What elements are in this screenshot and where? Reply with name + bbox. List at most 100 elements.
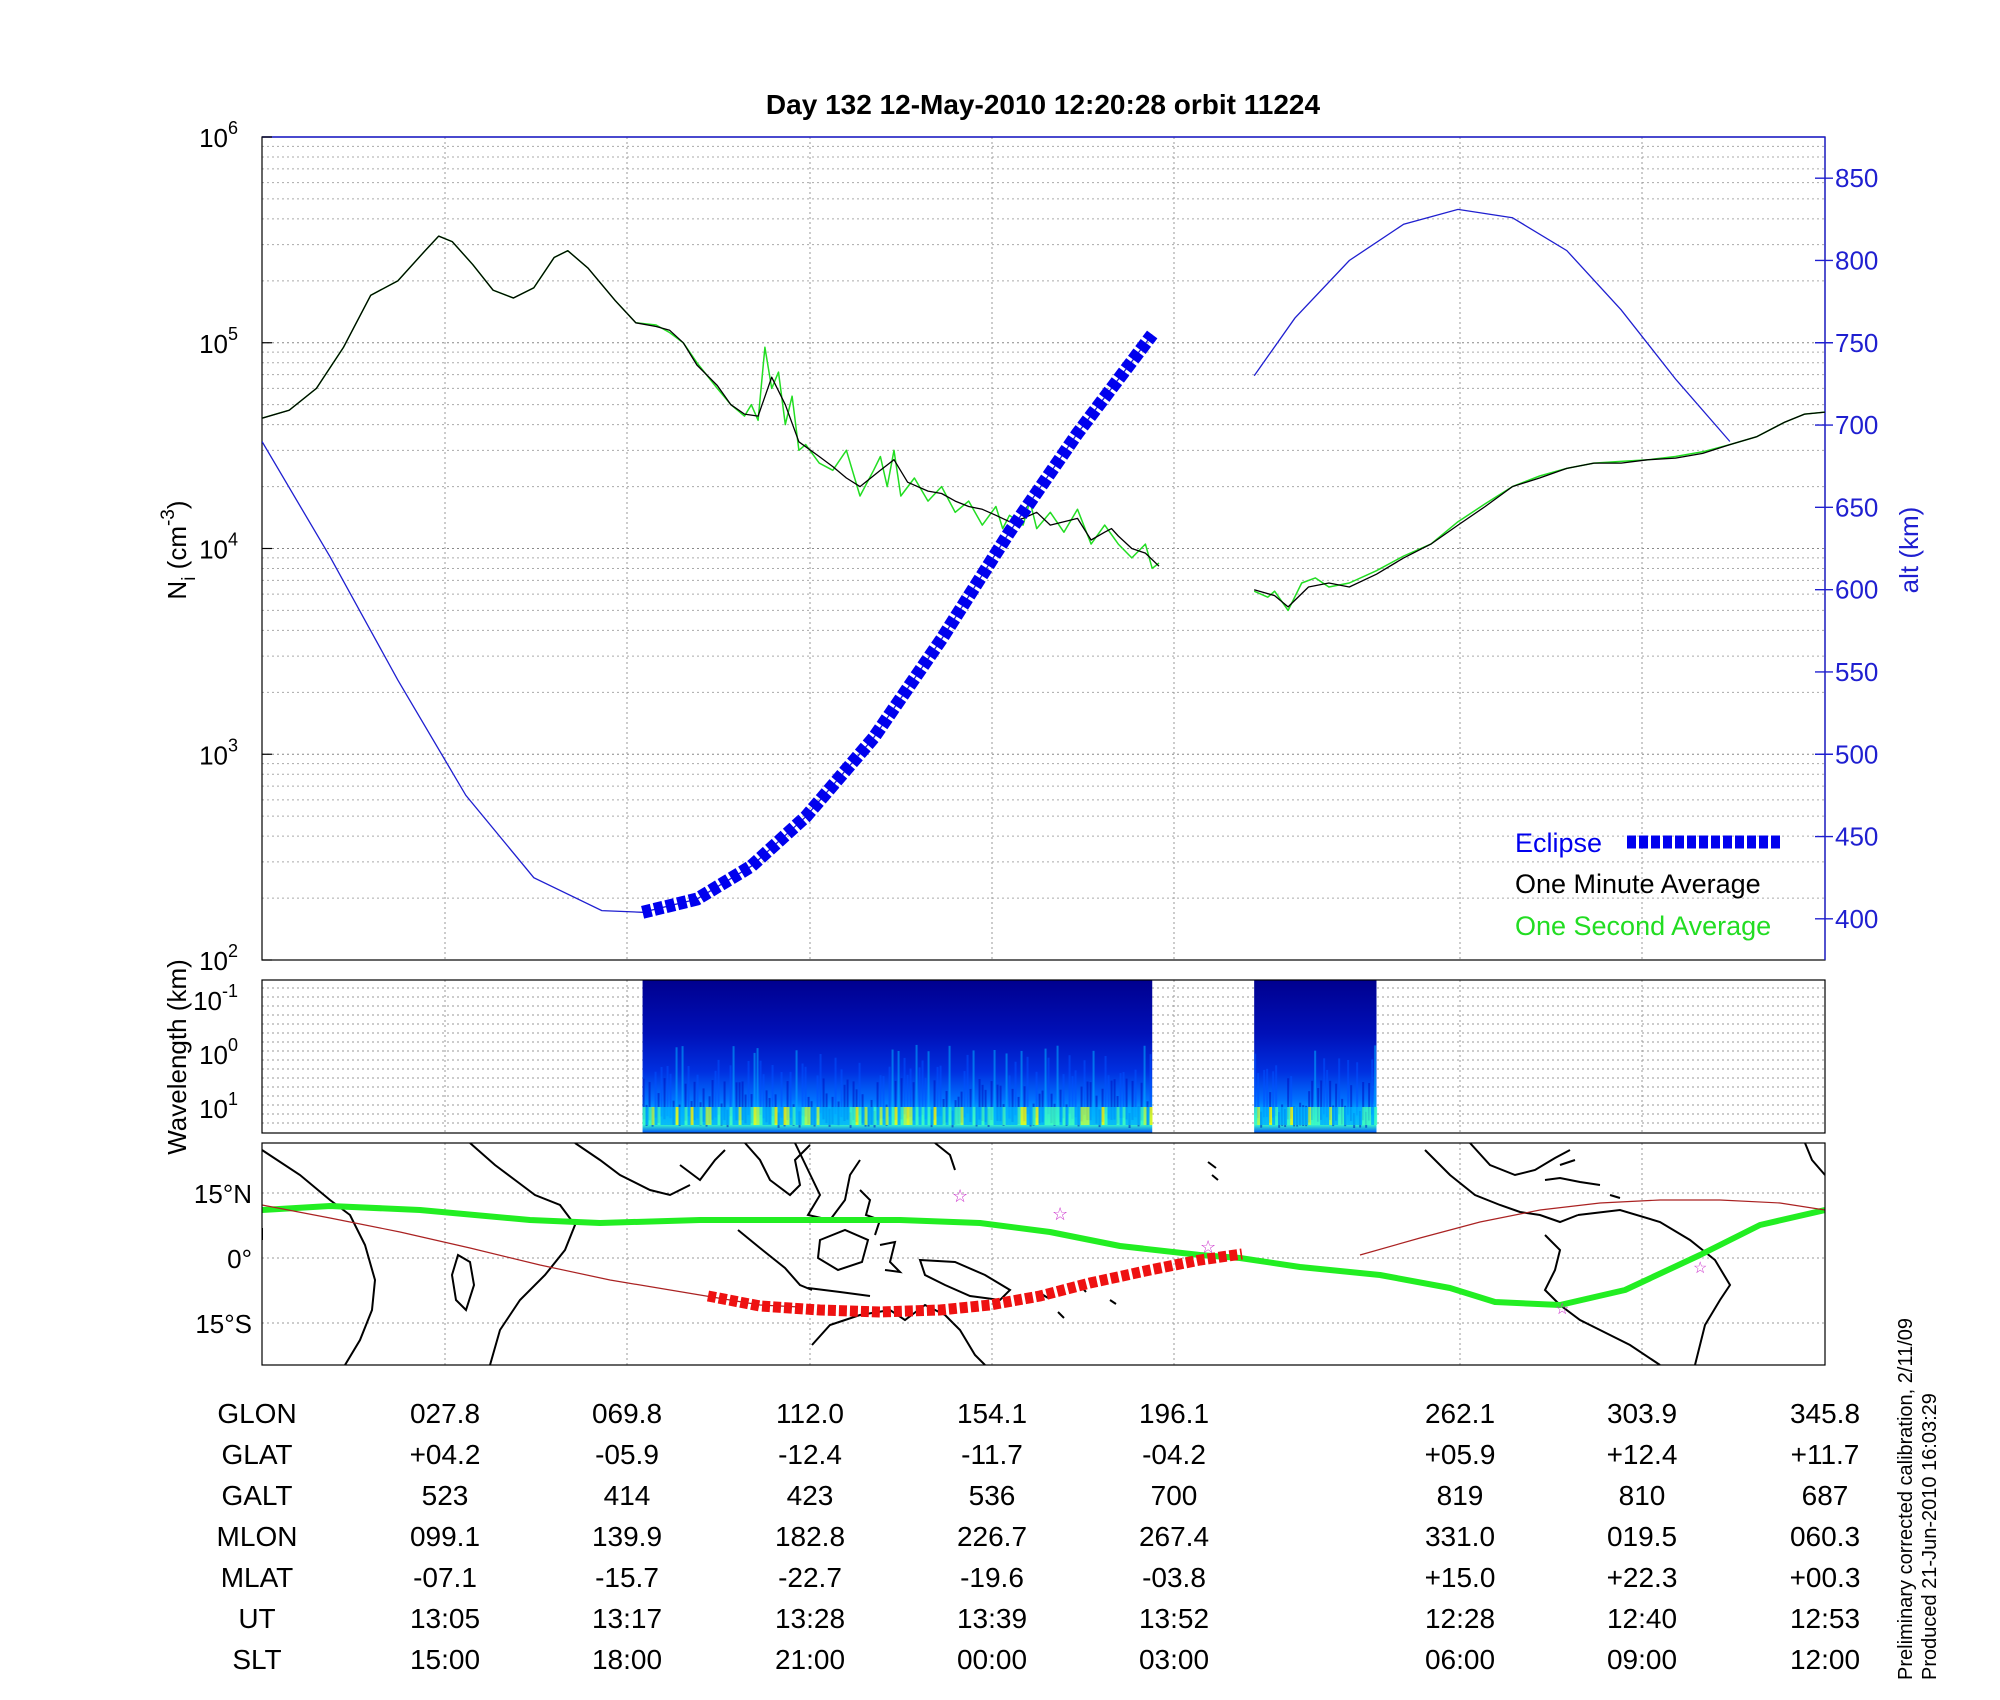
- spectrogram-streak: [642, 1078, 645, 1120]
- spectrogram-streak: [993, 1049, 996, 1113]
- spectrogram-streak: [822, 1078, 825, 1120]
- spectrogram-streak: [813, 1107, 817, 1125]
- table-cell: -22.7: [778, 1562, 842, 1593]
- spectrogram-streak: [1110, 1107, 1114, 1125]
- spectrogram-streak: [1338, 1058, 1341, 1115]
- spectrogram-streak: [897, 1050, 900, 1113]
- table-cell: -19.6: [960, 1562, 1024, 1593]
- spectrogram-streak: [990, 1081, 993, 1121]
- spectrogram-streak: [1317, 1087, 1320, 1122]
- table-cell: 12:40: [1607, 1603, 1677, 1634]
- spectrogram-streak: [1041, 1090, 1044, 1123]
- spectrogram-streak: [1311, 1107, 1315, 1125]
- spectrogram-streak: [861, 1107, 865, 1125]
- altitude-y-tick-label: 400: [1835, 904, 1878, 934]
- spectrogram-streak: [807, 1107, 811, 1125]
- spectrogram-streak: [957, 1107, 961, 1125]
- spectrogram-streak: [1275, 1107, 1279, 1125]
- coastline-gulf-mexico: [1469, 1143, 1571, 1177]
- spectrogram-streak: [1056, 1045, 1059, 1112]
- table-cell: 303.9: [1607, 1398, 1677, 1429]
- spectrogram-streak: [1068, 1107, 1072, 1125]
- table-cell: 112.0: [776, 1398, 844, 1429]
- spectrogram-streak: [675, 1047, 678, 1112]
- spectrogram-streak: [1374, 1045, 1377, 1112]
- table-cell: 099.1: [410, 1521, 480, 1552]
- spectrogram-streak: [834, 1057, 837, 1115]
- spectrogram-streak: [1020, 1050, 1023, 1113]
- spectrogram-streak: [738, 1107, 742, 1125]
- coastline-africa-west: [1804, 1143, 1825, 1176]
- spectrogram-streak: [1347, 1107, 1351, 1125]
- spectrogram-streak: [831, 1107, 835, 1125]
- spectrogram-streak: [1140, 1107, 1144, 1125]
- spectrogram-streak: [1350, 1107, 1354, 1125]
- spectrogram-streak: [1086, 1081, 1089, 1121]
- spectrogram-streak: [1143, 1045, 1146, 1112]
- table-cell: 196.1: [1139, 1398, 1209, 1429]
- spectrogram-streak: [1338, 1107, 1342, 1125]
- spectrogram-streak: [1065, 1107, 1069, 1125]
- spectrogram-streak: [729, 1065, 732, 1117]
- spectrogram-streak: [738, 1082, 741, 1121]
- table-row-label: MLAT: [221, 1562, 294, 1593]
- spectrogram-y-tick-label: 101: [199, 1089, 238, 1124]
- spectrogram-streak: [1131, 1107, 1135, 1125]
- spectrogram-streak: [1038, 1107, 1042, 1125]
- spectrogram-streak: [1101, 1088, 1104, 1122]
- spectrogram-streak: [1374, 1107, 1378, 1125]
- spectrogram-streak: [882, 1076, 885, 1119]
- spectrogram-streak: [840, 1107, 844, 1125]
- spectrogram-streak: [1056, 1107, 1060, 1125]
- spectrogram-streak: [933, 1080, 936, 1120]
- spectrogram-streak: [870, 1107, 874, 1125]
- spectrogram-streak: [1314, 1107, 1318, 1125]
- spectrogram-streak: [981, 1107, 985, 1125]
- spectrogram-streak: [1140, 1082, 1143, 1121]
- altitude-y-tick-label: 750: [1835, 328, 1878, 358]
- table-cell: 019.5: [1607, 1521, 1677, 1552]
- spectrogram-streak: [771, 1107, 775, 1125]
- table-cell: 700: [1151, 1480, 1198, 1511]
- table-row-label: GLON: [217, 1398, 296, 1429]
- star-marker: ☆: [952, 1186, 968, 1206]
- spectrogram-streak: [1005, 1053, 1008, 1114]
- altitude-y-tick-label: 850: [1835, 163, 1878, 193]
- spectrogram-streak: [1308, 1091, 1311, 1123]
- spectrogram-streak: [648, 1081, 651, 1121]
- spectrogram-streak: [1299, 1107, 1303, 1125]
- spectrogram-streak: [717, 1107, 721, 1125]
- spectrogram-streak: [801, 1107, 805, 1125]
- spectrogram-streak: [984, 1089, 987, 1123]
- spectrogram-streak: [1005, 1107, 1009, 1125]
- spectrogram-streak: [834, 1107, 838, 1125]
- table-cell: 536: [969, 1480, 1016, 1511]
- spectrogram-streak: [1317, 1107, 1321, 1125]
- spectrogram-streak: [1323, 1107, 1327, 1125]
- spectrogram-streak: [753, 1107, 757, 1125]
- spectrogram-streak: [897, 1107, 901, 1125]
- spectrogram-streak: [1086, 1107, 1090, 1125]
- spectrogram-streak: [978, 1107, 982, 1125]
- spectrogram-streak: [888, 1066, 891, 1117]
- spectrogram-streak: [900, 1107, 904, 1125]
- spectrogram-streak: [894, 1080, 897, 1120]
- spectrogram-streak: [1134, 1069, 1137, 1118]
- spectrogram-streak: [759, 1060, 762, 1115]
- spectrogram-streak: [1272, 1107, 1276, 1125]
- table-cell: +11.7: [1791, 1439, 1860, 1470]
- spectrogram-streak: [951, 1107, 955, 1125]
- spectrogram-streak: [723, 1081, 726, 1121]
- spectrogram-streak: [645, 1107, 649, 1125]
- spectrogram-streak: [1287, 1107, 1291, 1125]
- coastline-sulawesi: [879, 1240, 903, 1274]
- table-cell: 423: [787, 1480, 834, 1511]
- table-cell: 345.8: [1790, 1398, 1860, 1429]
- density-y-tick-label: 103: [199, 735, 238, 770]
- spectrogram-streak: [1137, 1107, 1141, 1125]
- density-grid: [262, 145, 1825, 961]
- table-cell: 13:05: [410, 1603, 480, 1634]
- spectrogram-streak: [1104, 1107, 1108, 1125]
- spectrogram-streak: [939, 1107, 943, 1125]
